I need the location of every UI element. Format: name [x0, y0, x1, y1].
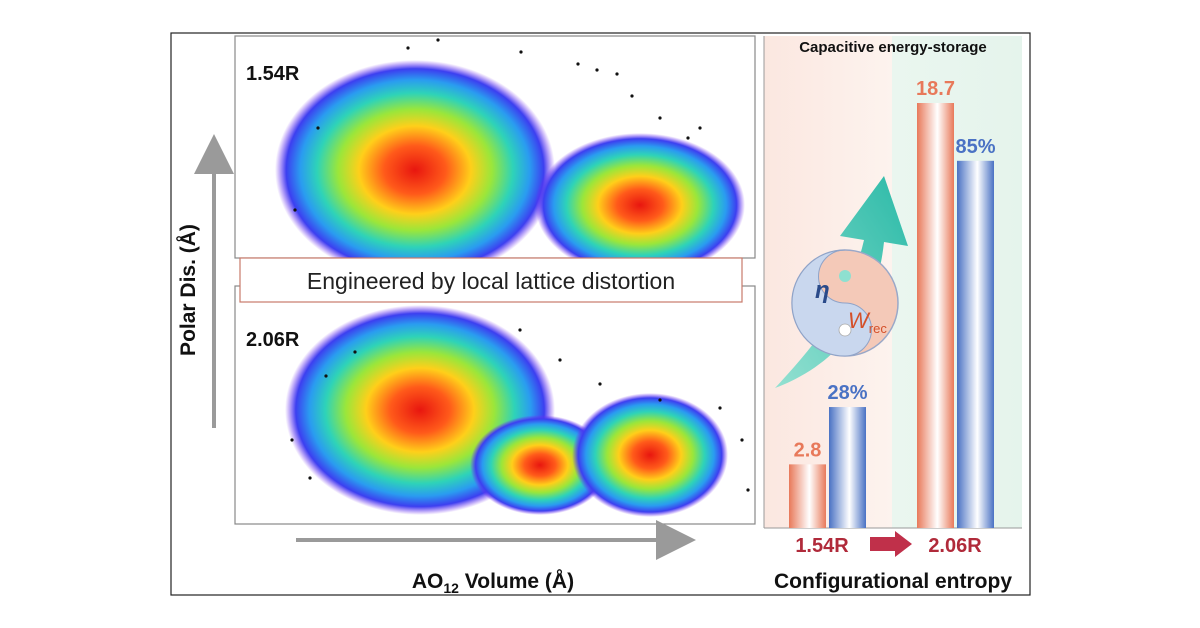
- energy-storage-title: Capacitive energy-storage: [799, 39, 987, 56]
- bar-1.54R-series-1: [789, 464, 826, 528]
- bar-2.06R-series-1: [917, 103, 954, 528]
- category-label: 1.54R: [795, 535, 849, 557]
- bar-value-label: 28%: [827, 382, 867, 404]
- bar-value-label: 2.8: [794, 439, 822, 461]
- banner-box: [239, 257, 743, 303]
- top-cluster-small: [535, 133, 745, 277]
- entropy-increase-arrow: [870, 531, 912, 557]
- bar-value-label: 18.7: [916, 78, 955, 100]
- x-axis-label-subscript: 12: [443, 580, 459, 596]
- bottom-cluster-right: [572, 393, 728, 517]
- x-axis-label-prefix: AO: [412, 570, 444, 593]
- w-rec-symbol: Wrec: [848, 308, 887, 336]
- x-axis-label-suffix: Volume (Å): [459, 569, 574, 593]
- bottom-plot-label: 2.06R: [246, 329, 300, 351]
- yin-yang-dot-bottom: [838, 323, 852, 337]
- category-label: 2.06R: [928, 535, 982, 557]
- x-axis-label: AO12 Volume (Å): [412, 569, 574, 596]
- w-subscript: rec: [869, 321, 888, 336]
- banner-text: Engineered by local lattice distortion: [307, 268, 675, 294]
- eta-symbol: η: [815, 277, 830, 304]
- bar-chart: 2.8 18.7 28% 85% 1.54R 2.06R: [789, 78, 996, 557]
- yin-yang-symbol: η Wrec: [791, 249, 899, 357]
- bar-value-label: 85%: [955, 136, 995, 158]
- improvement-arrow: [775, 176, 908, 388]
- y-axis-label: Polar Dis. (Å): [176, 224, 200, 356]
- bar-1.54R-series-2: [829, 407, 866, 528]
- top-cluster-large: [275, 60, 555, 280]
- yin-yang-blue-half: [791, 249, 872, 357]
- w-symbol: W: [848, 308, 871, 333]
- bottom-density-clusters: [285, 305, 728, 517]
- top-plot-label: 1.54R: [246, 63, 300, 85]
- yin-yang-dot-top: [839, 270, 851, 282]
- configurational-entropy-label: Configurational entropy: [774, 570, 1012, 593]
- outlier-points: [290, 38, 750, 492]
- bar-2.06R-series-2: [957, 160, 994, 529]
- top-density-clusters: [275, 60, 745, 280]
